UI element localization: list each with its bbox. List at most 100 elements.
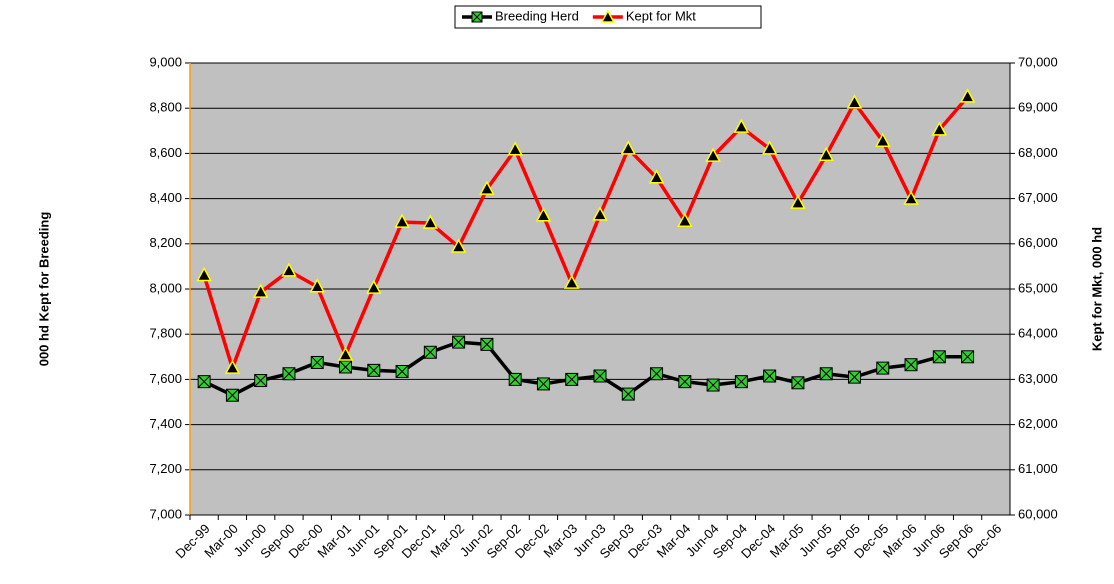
marker xyxy=(592,206,608,221)
y2-axis-title: Kept for Mkt, 000 hd xyxy=(1089,227,1104,351)
marker-cross xyxy=(395,365,409,378)
y-axis-title: 000 hd Kept for Breeding xyxy=(36,212,51,367)
marker xyxy=(535,207,552,222)
legend-label: Kept for Mkt xyxy=(626,8,696,23)
marker xyxy=(818,146,834,161)
marker xyxy=(395,364,409,378)
marker xyxy=(339,360,353,374)
marker-cross xyxy=(848,370,861,384)
marker xyxy=(337,346,354,361)
y-tick-label: 7,200 xyxy=(149,461,182,476)
marker-cross xyxy=(282,367,296,381)
marker-cross xyxy=(508,373,522,386)
y-tick-label: 7,000 xyxy=(149,506,182,521)
y-tick-label: 7,800 xyxy=(149,326,182,341)
marker xyxy=(763,369,777,383)
marker xyxy=(309,278,326,293)
marker xyxy=(791,376,805,390)
marker-cross xyxy=(310,356,324,369)
y-tick-label: 7,600 xyxy=(149,371,182,386)
marker-cross xyxy=(706,378,720,392)
marker xyxy=(225,388,239,402)
y-tick-label: 8,200 xyxy=(149,235,182,250)
marker xyxy=(705,147,721,162)
marker-cross xyxy=(254,374,268,387)
series-line xyxy=(203,340,968,397)
marker-cross xyxy=(763,369,777,383)
marker xyxy=(281,262,297,277)
marker xyxy=(252,283,269,298)
y2-tick-label: 70,000 xyxy=(1018,54,1058,69)
marker xyxy=(706,378,720,392)
marker xyxy=(479,180,495,195)
marker xyxy=(366,279,382,294)
marker xyxy=(254,374,268,388)
marker xyxy=(620,140,637,155)
marker xyxy=(961,350,975,364)
marker-cross xyxy=(593,369,607,383)
legend-label: Breeding Herd xyxy=(495,8,579,23)
marker-cross xyxy=(650,367,663,381)
series-line xyxy=(202,95,969,370)
y2-tick-label: 61,000 xyxy=(1018,461,1058,476)
marker xyxy=(678,375,692,389)
y2-tick-label: 66,000 xyxy=(1018,235,1058,250)
marker-cross xyxy=(819,367,833,381)
marker-cross xyxy=(537,377,550,391)
marker xyxy=(903,190,919,205)
marker-cross xyxy=(904,358,918,372)
marker xyxy=(904,358,918,372)
marker xyxy=(423,345,437,359)
y2-tick-label: 69,000 xyxy=(1018,100,1058,115)
marker-cross xyxy=(367,364,381,377)
y-tick-label: 8,800 xyxy=(149,100,182,115)
marker xyxy=(197,375,211,389)
marker-cross xyxy=(791,376,805,390)
marker xyxy=(507,141,523,156)
marker xyxy=(196,266,212,282)
marker xyxy=(847,370,861,384)
marker-cross xyxy=(452,335,465,349)
y2-tick-label: 68,000 xyxy=(1018,145,1058,160)
marker xyxy=(422,214,439,229)
marker xyxy=(621,387,635,401)
marker xyxy=(282,367,296,381)
marker xyxy=(874,132,891,147)
y2-tick-label: 64,000 xyxy=(1018,326,1058,341)
marker xyxy=(563,274,580,289)
y2-tick-label: 65,000 xyxy=(1018,280,1058,295)
y2-tick-label: 63,000 xyxy=(1018,371,1058,386)
marker xyxy=(734,375,748,389)
y2-tick-label: 60,000 xyxy=(1018,506,1058,521)
marker-cross xyxy=(565,373,579,386)
marker xyxy=(761,140,778,155)
y-tick-label: 8,400 xyxy=(149,190,182,205)
y2-tick-label: 62,000 xyxy=(1018,416,1058,431)
marker-cross xyxy=(197,375,211,389)
marker xyxy=(224,359,241,374)
marker xyxy=(536,377,550,391)
marker xyxy=(450,238,467,253)
marker xyxy=(394,213,410,228)
y-tick-label: 8,000 xyxy=(149,280,182,295)
marker xyxy=(508,372,522,386)
marker xyxy=(819,367,833,381)
marker xyxy=(367,363,381,377)
marker-cross xyxy=(678,375,692,389)
marker xyxy=(932,350,946,364)
marker-cross xyxy=(621,387,635,401)
marker-cross xyxy=(226,388,239,402)
marker xyxy=(876,361,890,375)
marker xyxy=(733,118,750,133)
marker xyxy=(650,367,664,381)
marker xyxy=(677,212,693,227)
y-tick-label: 7,400 xyxy=(149,416,182,431)
marker-cross xyxy=(339,360,352,374)
y-tick-label: 9,000 xyxy=(149,54,182,69)
marker-cross xyxy=(961,350,974,364)
marker xyxy=(931,121,948,136)
marker xyxy=(790,194,806,209)
y2-tick-label: 67,000 xyxy=(1018,190,1058,205)
marker xyxy=(648,169,665,184)
